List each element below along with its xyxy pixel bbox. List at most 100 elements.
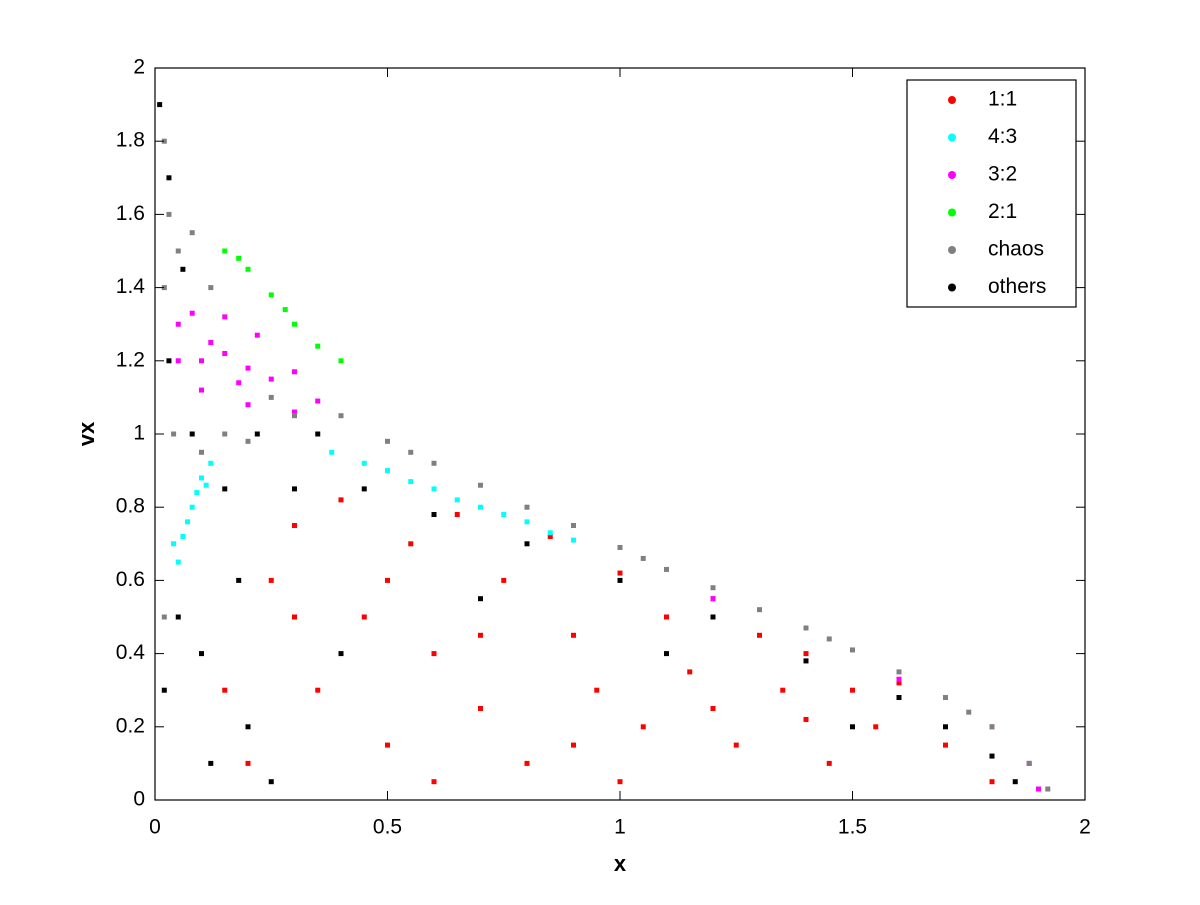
point bbox=[292, 486, 297, 492]
point bbox=[640, 724, 646, 730]
point bbox=[385, 468, 390, 474]
point bbox=[203, 482, 209, 488]
point bbox=[315, 687, 321, 693]
point bbox=[408, 479, 414, 485]
point bbox=[478, 504, 483, 510]
point bbox=[338, 413, 344, 419]
point bbox=[245, 402, 251, 408]
point bbox=[710, 585, 716, 591]
point bbox=[664, 614, 669, 620]
point bbox=[873, 724, 879, 730]
point bbox=[315, 398, 321, 404]
point bbox=[245, 365, 251, 371]
point bbox=[757, 632, 762, 638]
point bbox=[571, 632, 576, 638]
y-tick-label: 1.2 bbox=[116, 348, 145, 371]
point bbox=[478, 706, 483, 711]
legend-box bbox=[906, 79, 1077, 308]
series bbox=[222, 497, 995, 785]
point bbox=[896, 680, 902, 686]
point bbox=[189, 230, 195, 236]
point bbox=[803, 651, 809, 657]
x-tick-label: 0 bbox=[149, 816, 161, 839]
point bbox=[222, 248, 228, 254]
point bbox=[268, 577, 274, 583]
point bbox=[478, 596, 483, 602]
point bbox=[171, 431, 177, 437]
point bbox=[1045, 786, 1051, 792]
point bbox=[338, 497, 344, 503]
legend-label: chaos bbox=[988, 238, 1044, 261]
point bbox=[501, 577, 507, 583]
point bbox=[236, 255, 242, 261]
point bbox=[617, 779, 623, 785]
point bbox=[338, 358, 344, 364]
point bbox=[431, 651, 437, 657]
point bbox=[171, 541, 177, 547]
x-tick-label: 0.5 bbox=[373, 816, 402, 839]
point bbox=[268, 394, 274, 400]
point bbox=[245, 438, 251, 444]
legend-marker bbox=[948, 246, 956, 254]
point bbox=[189, 504, 195, 510]
y-tick-label: 0.4 bbox=[116, 641, 146, 664]
y-tick-label: 0.2 bbox=[116, 714, 145, 737]
point bbox=[189, 310, 195, 316]
series bbox=[171, 449, 576, 565]
point bbox=[408, 449, 414, 455]
point bbox=[710, 614, 716, 620]
point bbox=[208, 760, 214, 766]
point bbox=[385, 438, 390, 444]
point bbox=[1012, 779, 1018, 785]
point bbox=[385, 742, 390, 748]
point bbox=[175, 358, 181, 364]
point bbox=[454, 512, 460, 518]
y-tick-label: 2 bbox=[133, 56, 145, 79]
point bbox=[161, 614, 167, 620]
point bbox=[710, 596, 716, 602]
point bbox=[361, 486, 367, 492]
point bbox=[157, 102, 163, 108]
point bbox=[617, 570, 623, 576]
legend-label: 1:1 bbox=[988, 88, 1017, 111]
y-tick-label: 1.8 bbox=[116, 129, 145, 152]
point bbox=[710, 706, 716, 711]
point bbox=[454, 497, 460, 503]
point bbox=[292, 523, 297, 528]
point bbox=[431, 779, 437, 785]
point bbox=[236, 577, 242, 583]
point bbox=[1036, 786, 1041, 792]
legend-label: 2:1 bbox=[988, 200, 1017, 223]
point bbox=[826, 760, 832, 766]
point bbox=[385, 577, 390, 583]
y-tick-label: 0.8 bbox=[116, 495, 145, 518]
point bbox=[361, 460, 367, 466]
point bbox=[185, 519, 191, 525]
point bbox=[268, 292, 274, 298]
point bbox=[547, 530, 553, 536]
point bbox=[431, 486, 437, 492]
point bbox=[617, 544, 623, 550]
point bbox=[236, 380, 242, 386]
point bbox=[640, 555, 646, 561]
y-tick-label: 0 bbox=[133, 788, 145, 811]
point bbox=[199, 449, 204, 455]
point bbox=[222, 314, 228, 320]
point bbox=[780, 687, 786, 693]
point bbox=[617, 577, 623, 583]
point bbox=[431, 512, 437, 518]
point bbox=[757, 607, 762, 613]
point bbox=[966, 709, 972, 715]
x-tick-label: 1.5 bbox=[838, 816, 867, 839]
x-axis-label: x bbox=[614, 851, 627, 876]
point bbox=[208, 460, 214, 466]
point bbox=[199, 358, 204, 364]
point bbox=[664, 651, 669, 657]
y-axis-label: vx bbox=[74, 421, 99, 446]
point bbox=[175, 321, 181, 327]
point bbox=[180, 266, 186, 272]
point bbox=[803, 716, 809, 722]
point bbox=[268, 376, 274, 382]
point bbox=[571, 523, 576, 528]
